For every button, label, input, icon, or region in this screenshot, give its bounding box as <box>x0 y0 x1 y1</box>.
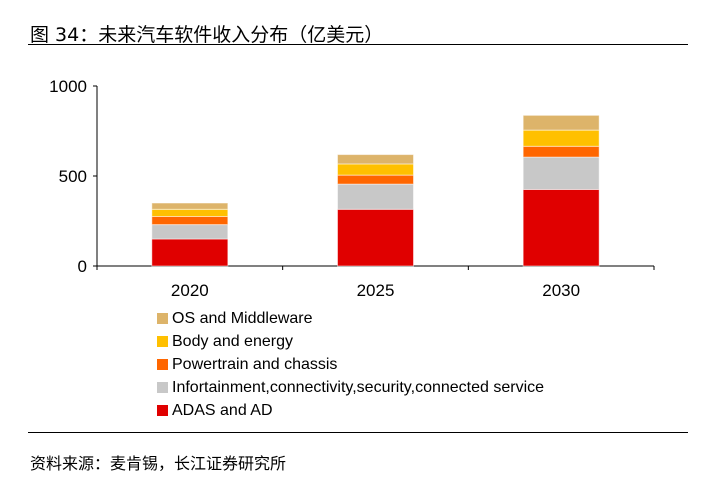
x-tick-label: 2020 <box>171 281 209 300</box>
legend-label: Powertrain and chassis <box>172 355 338 373</box>
legend-label: Body and energy <box>172 332 293 350</box>
figure-title: 图 34：未来汽车软件收入分布（亿美元） <box>30 24 384 46</box>
legend-label: Infortainment,connectivity,security,conn… <box>172 378 545 396</box>
legend-item: Infortainment,connectivity,security,conn… <box>157 376 544 399</box>
bar-segment <box>522 129 600 147</box>
legend-swatch <box>157 336 168 347</box>
bar-segment <box>522 156 600 191</box>
y-tick-label: 500 <box>59 167 87 186</box>
legend-swatch <box>157 313 168 324</box>
source-rule <box>28 432 688 433</box>
bar-segment <box>337 174 414 185</box>
bar-segment <box>151 238 229 267</box>
x-tick-label: 2025 <box>357 281 395 300</box>
legend-label: ADAS and AD <box>172 401 273 419</box>
bar-segment <box>522 145 600 158</box>
bar-segment <box>151 216 229 226</box>
bar-segment <box>337 154 414 165</box>
title-rule <box>28 44 688 45</box>
bar-segment <box>522 189 600 267</box>
legend-swatch <box>157 405 168 416</box>
y-tick-label: 0 <box>78 257 87 276</box>
legend-label: OS and Middleware <box>172 309 313 327</box>
legend-item: OS and Middleware <box>157 307 544 330</box>
legend-swatch <box>157 359 168 370</box>
bar-segment <box>151 202 229 210</box>
y-tick-label: 1000 <box>49 77 87 96</box>
legend-item: ADAS and AD <box>157 399 544 422</box>
legend-swatch <box>157 382 168 393</box>
bar-segment <box>522 114 600 131</box>
legend-item: Body and energy <box>157 330 544 353</box>
source-note: 资料来源：麦肯锡，长江证券研究所 <box>30 454 287 473</box>
bar-segment <box>337 183 414 210</box>
bar-segment <box>337 208 414 267</box>
legend-item: Powertrain and chassis <box>157 353 544 376</box>
bar-segment <box>151 224 229 240</box>
legend: OS and Middleware Body and energy Powertra… <box>157 307 544 422</box>
x-tick-label: 2030 <box>542 281 580 300</box>
bar-segment <box>337 163 414 176</box>
bar-segment <box>151 208 229 218</box>
